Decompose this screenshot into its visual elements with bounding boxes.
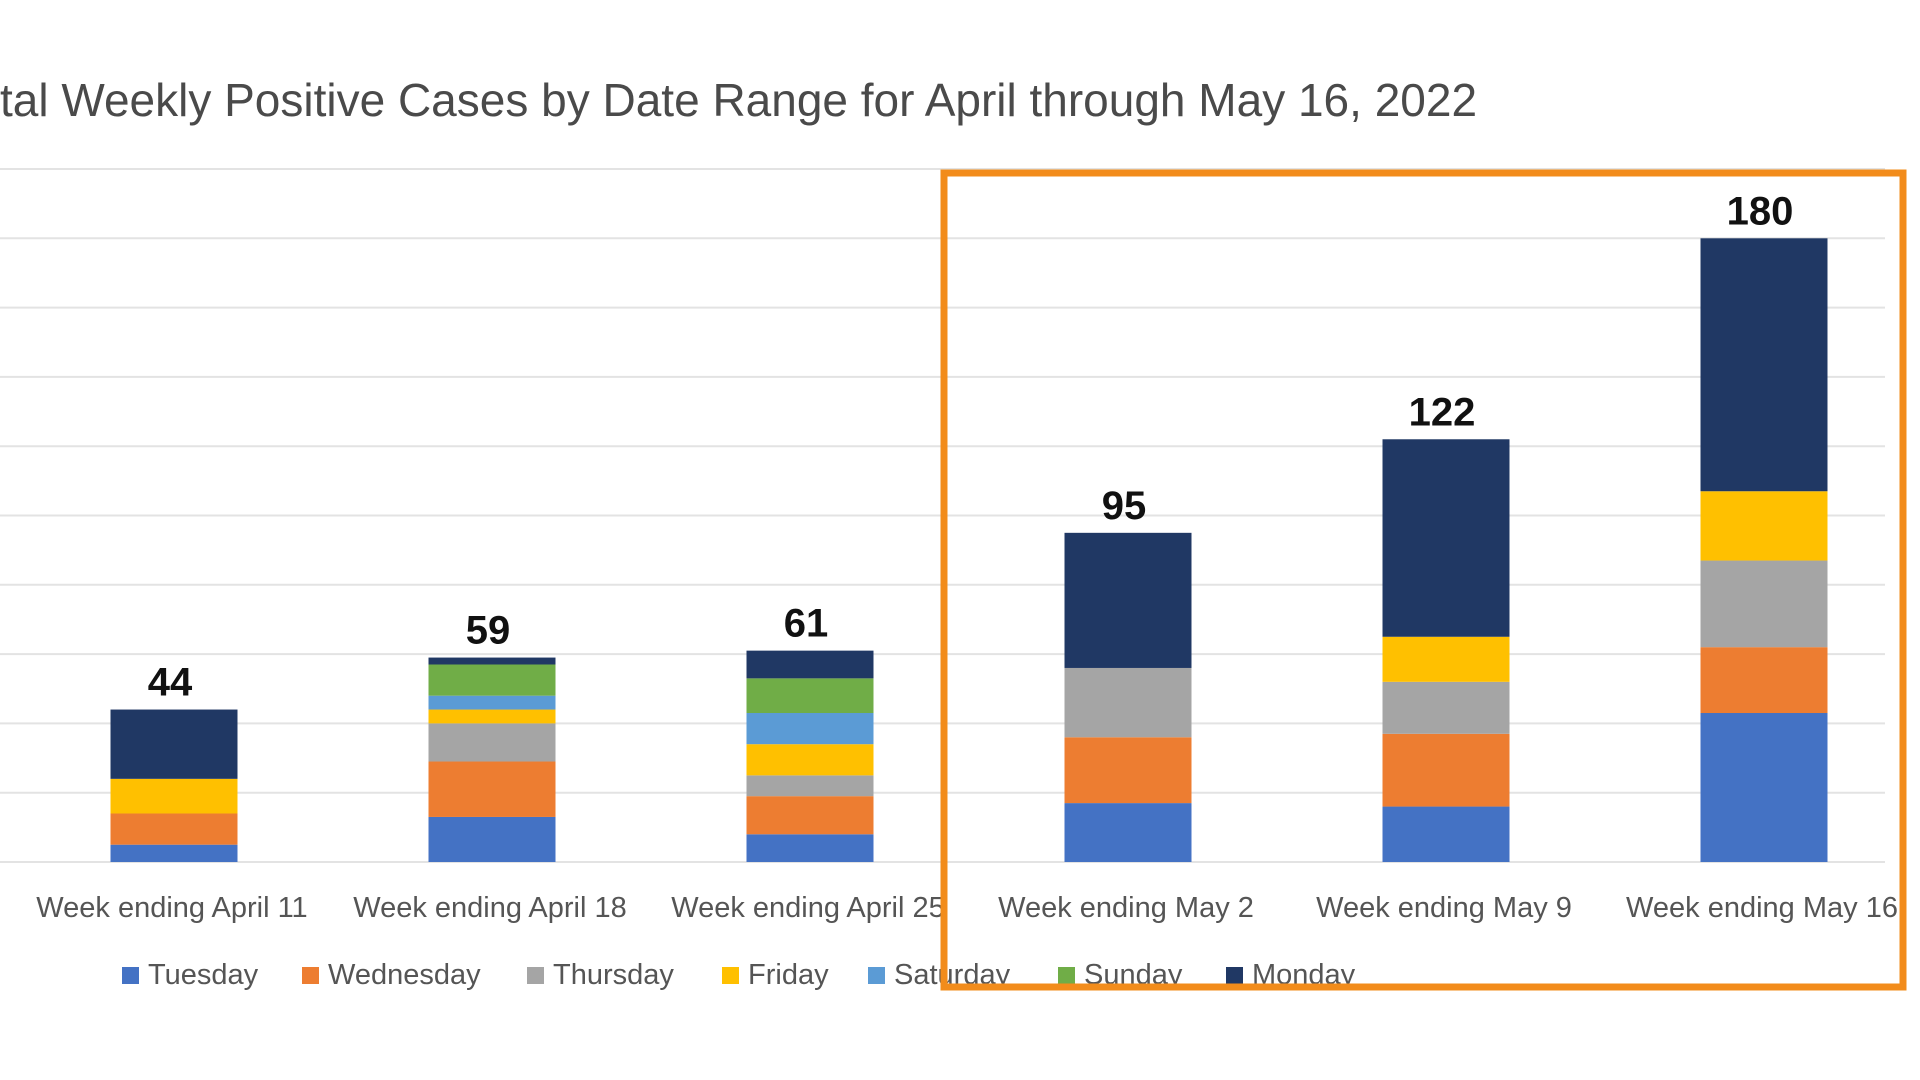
bar-segment-saturday (428, 695, 556, 710)
bar-segment-friday (428, 709, 556, 724)
x-tick-label: Week ending April 18 (353, 892, 627, 924)
legend-swatch (527, 967, 544, 984)
bar-segment-friday (1382, 636, 1510, 682)
x-tick-label: Week ending May 2 (998, 892, 1254, 924)
legend-item-wednesday: Wednesday (302, 959, 481, 991)
bar-segment-thursday (746, 775, 874, 797)
legend-item-tuesday: Tuesday (122, 959, 259, 991)
bar-segment-monday (1064, 532, 1192, 668)
legend-label: Wednesday (328, 959, 481, 991)
legend: Tuesday Wednesday Thursday Friday Saturday Su… (122, 959, 1356, 991)
bar-segment-tuesday (1382, 806, 1510, 862)
bar-segment-saturday (746, 713, 874, 745)
x-tick-label: Week ending May 16 (1626, 892, 1898, 924)
bar-segment-wednesday (1700, 647, 1828, 714)
total-label: 44 (148, 661, 193, 705)
bar-segment-sunday (428, 664, 556, 696)
x-tick-label: Week ending April 11 (36, 892, 307, 924)
bar-segment-wednesday (428, 761, 556, 817)
bar-segment-wednesday (746, 796, 874, 835)
legend-swatch (868, 967, 885, 984)
total-label: 180 (1727, 189, 1794, 233)
bar-segment-tuesday (110, 844, 238, 862)
bar-segment-thursday (1064, 667, 1192, 738)
x-tick-label: Week ending April 25 (671, 892, 945, 924)
total-label: 95 (1102, 484, 1147, 528)
legend-item-friday: Friday (722, 959, 829, 991)
legend-label: Tuesday (148, 959, 259, 991)
legend-swatch (1058, 967, 1075, 984)
total-label: 59 (466, 609, 511, 653)
legend-label: Friday (748, 959, 829, 991)
bar-segment-thursday (1700, 560, 1828, 648)
bar-segment-monday (1700, 238, 1828, 492)
bar-segment-wednesday (1382, 733, 1510, 807)
legend-item-thursday: Thursday (527, 959, 674, 991)
bar-segment-tuesday (428, 816, 556, 862)
bar-segment-tuesday (1064, 803, 1192, 862)
legend-swatch (1226, 967, 1243, 984)
total-label: 61 (784, 602, 829, 646)
legend-label: Thursday (553, 959, 674, 991)
bar-segment-monday (428, 657, 556, 665)
bar-segment-friday (110, 778, 238, 814)
bar-segment-friday (1700, 491, 1828, 561)
legend-swatch (722, 967, 739, 984)
bar-segment-thursday (428, 723, 556, 762)
bar-segment-monday (746, 650, 874, 679)
bar-segment-friday (746, 744, 874, 776)
legend-swatch (122, 967, 139, 984)
chart-title: tal Weekly Positive Cases by Date Range … (0, 74, 1477, 126)
total-labels: 44 59 61 95 122 180 (148, 189, 1794, 704)
bar-segment-tuesday (1700, 713, 1828, 862)
bar-segment-monday (1382, 439, 1510, 637)
x-tick-label: Week ending May 9 (1316, 892, 1572, 924)
bar-segment-thursday (1382, 681, 1510, 734)
bar-segment-tuesday (746, 834, 874, 862)
bar-segment-wednesday (110, 813, 238, 845)
x-axis-tick-labels: Week ending April 11 Week ending April 18… (36, 892, 1898, 924)
highlight-box (940, 169, 1907, 991)
total-label: 122 (1409, 390, 1476, 434)
legend-swatch (302, 967, 319, 984)
bars (110, 238, 1828, 862)
bar-segment-wednesday (1064, 737, 1192, 804)
bar-segment-monday (110, 709, 238, 779)
bar-segment-sunday (746, 678, 874, 714)
